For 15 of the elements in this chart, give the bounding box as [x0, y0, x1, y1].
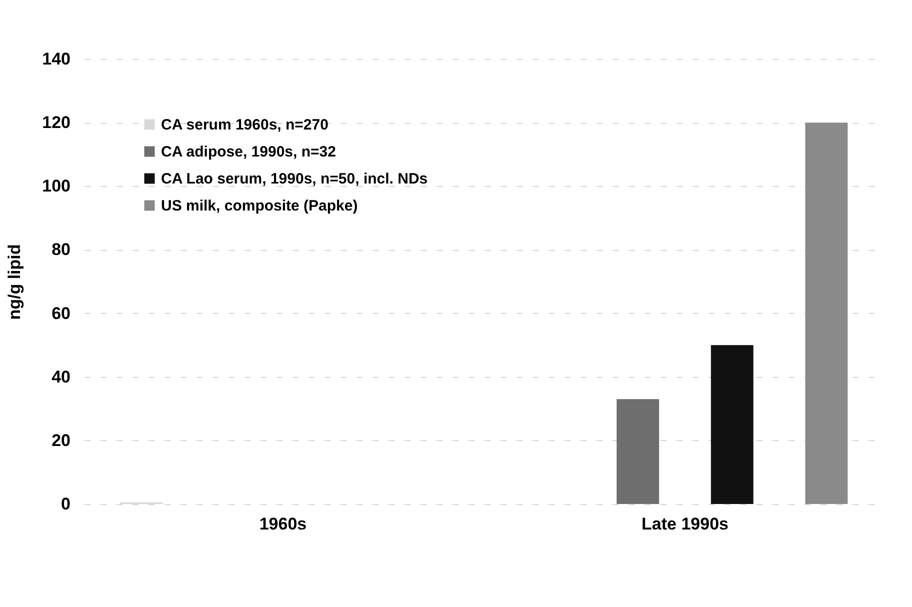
y-axis-title: ng/g lipid	[5, 244, 24, 320]
legend-label: CA adipose, 1990s, n=32	[161, 144, 336, 160]
x-tick-label: 1960s	[259, 514, 307, 534]
legend-label: CA serum 1960s, n=270	[161, 116, 328, 134]
legend-label: CA Lao serum, 1990s, n=50, incl. NDs	[161, 170, 428, 188]
x-tick-label: Late 1990s	[642, 514, 728, 534]
y-tick-label: 40	[52, 367, 70, 386]
y-tick-label: 140	[42, 50, 70, 68]
y-tick-label: 0	[61, 494, 70, 514]
y-tick-label: 80	[52, 240, 70, 260]
y-tick-label: 60	[52, 304, 70, 323]
y-tick-label: 20	[52, 430, 70, 450]
legend-label: US milk, composite (Papke)	[161, 198, 358, 214]
y-tick-label: 120	[42, 113, 70, 132]
y-tick-label: 100	[42, 176, 70, 196]
